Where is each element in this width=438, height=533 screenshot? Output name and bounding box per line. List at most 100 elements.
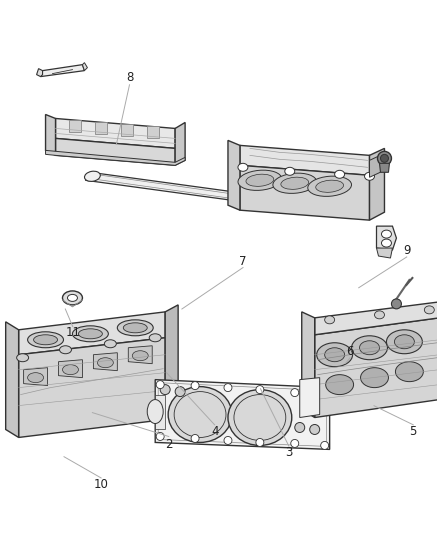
Polygon shape bbox=[24, 368, 48, 385]
Polygon shape bbox=[19, 338, 165, 438]
Polygon shape bbox=[59, 360, 82, 378]
Ellipse shape bbox=[321, 441, 328, 449]
Ellipse shape bbox=[149, 334, 161, 342]
Polygon shape bbox=[370, 154, 385, 177]
Ellipse shape bbox=[191, 382, 199, 390]
Ellipse shape bbox=[310, 424, 320, 434]
Text: 9: 9 bbox=[403, 244, 410, 257]
Polygon shape bbox=[228, 140, 240, 210]
Polygon shape bbox=[46, 115, 56, 155]
Polygon shape bbox=[82, 63, 88, 71]
Text: 7: 7 bbox=[239, 255, 247, 268]
Polygon shape bbox=[302, 312, 314, 417]
Ellipse shape bbox=[273, 173, 317, 193]
Ellipse shape bbox=[291, 389, 299, 397]
Ellipse shape bbox=[67, 294, 78, 301]
Polygon shape bbox=[95, 122, 107, 134]
Ellipse shape bbox=[191, 434, 199, 442]
Polygon shape bbox=[37, 69, 42, 77]
Polygon shape bbox=[300, 378, 320, 417]
Ellipse shape bbox=[321, 392, 328, 400]
Polygon shape bbox=[240, 165, 370, 220]
Polygon shape bbox=[155, 379, 330, 449]
Ellipse shape bbox=[325, 348, 345, 362]
Ellipse shape bbox=[326, 375, 353, 394]
Ellipse shape bbox=[295, 423, 305, 432]
Text: 4: 4 bbox=[211, 425, 219, 438]
Polygon shape bbox=[155, 394, 165, 430]
Ellipse shape bbox=[132, 351, 148, 361]
Ellipse shape bbox=[34, 335, 57, 345]
Ellipse shape bbox=[28, 332, 64, 348]
Polygon shape bbox=[240, 146, 370, 175]
Ellipse shape bbox=[224, 384, 232, 392]
Ellipse shape bbox=[291, 439, 299, 447]
Polygon shape bbox=[93, 353, 117, 370]
Ellipse shape bbox=[381, 230, 392, 238]
Text: 3: 3 bbox=[285, 446, 293, 459]
Ellipse shape bbox=[78, 329, 102, 339]
Polygon shape bbox=[46, 150, 185, 165]
Ellipse shape bbox=[228, 390, 292, 446]
Ellipse shape bbox=[72, 326, 108, 342]
Ellipse shape bbox=[156, 381, 164, 389]
Polygon shape bbox=[70, 120, 81, 132]
Text: 6: 6 bbox=[346, 345, 354, 358]
Text: 5: 5 bbox=[410, 425, 417, 438]
Ellipse shape bbox=[28, 373, 43, 383]
Text: 8: 8 bbox=[126, 71, 133, 84]
Text: 10: 10 bbox=[94, 478, 109, 491]
Ellipse shape bbox=[60, 346, 71, 354]
Polygon shape bbox=[41, 64, 85, 77]
Ellipse shape bbox=[124, 323, 147, 333]
Ellipse shape bbox=[17, 354, 28, 362]
Ellipse shape bbox=[246, 174, 274, 187]
Ellipse shape bbox=[238, 163, 248, 171]
Ellipse shape bbox=[386, 330, 422, 354]
Ellipse shape bbox=[85, 171, 100, 181]
Polygon shape bbox=[370, 148, 385, 220]
Polygon shape bbox=[56, 118, 175, 148]
Ellipse shape bbox=[335, 171, 345, 178]
Ellipse shape bbox=[175, 386, 185, 397]
Ellipse shape bbox=[396, 362, 424, 382]
Ellipse shape bbox=[281, 177, 309, 189]
Polygon shape bbox=[121, 124, 133, 136]
Ellipse shape bbox=[381, 239, 392, 247]
Ellipse shape bbox=[256, 385, 264, 393]
Ellipse shape bbox=[325, 316, 335, 324]
Text: 11: 11 bbox=[65, 326, 80, 340]
Ellipse shape bbox=[104, 340, 117, 348]
Ellipse shape bbox=[285, 167, 295, 175]
Ellipse shape bbox=[424, 306, 434, 314]
Ellipse shape bbox=[381, 155, 389, 163]
Polygon shape bbox=[314, 318, 438, 417]
Polygon shape bbox=[175, 123, 185, 165]
Polygon shape bbox=[19, 312, 165, 355]
Ellipse shape bbox=[256, 439, 264, 447]
Ellipse shape bbox=[160, 385, 170, 394]
Polygon shape bbox=[147, 126, 159, 138]
Ellipse shape bbox=[317, 343, 353, 367]
Ellipse shape bbox=[63, 291, 82, 305]
Ellipse shape bbox=[316, 180, 343, 192]
Polygon shape bbox=[6, 322, 19, 438]
Ellipse shape bbox=[360, 341, 379, 355]
Polygon shape bbox=[377, 248, 392, 258]
Ellipse shape bbox=[364, 172, 374, 180]
Polygon shape bbox=[377, 226, 396, 250]
Polygon shape bbox=[314, 302, 438, 335]
Ellipse shape bbox=[284, 199, 300, 209]
Ellipse shape bbox=[117, 320, 153, 336]
Ellipse shape bbox=[360, 368, 389, 387]
Ellipse shape bbox=[395, 335, 414, 349]
Polygon shape bbox=[85, 172, 295, 208]
Ellipse shape bbox=[392, 299, 401, 309]
Ellipse shape bbox=[63, 365, 78, 375]
Text: 2: 2 bbox=[165, 438, 173, 451]
Polygon shape bbox=[379, 163, 389, 172]
Polygon shape bbox=[165, 305, 178, 419]
Polygon shape bbox=[56, 139, 175, 165]
Ellipse shape bbox=[147, 400, 163, 424]
Ellipse shape bbox=[168, 386, 232, 442]
